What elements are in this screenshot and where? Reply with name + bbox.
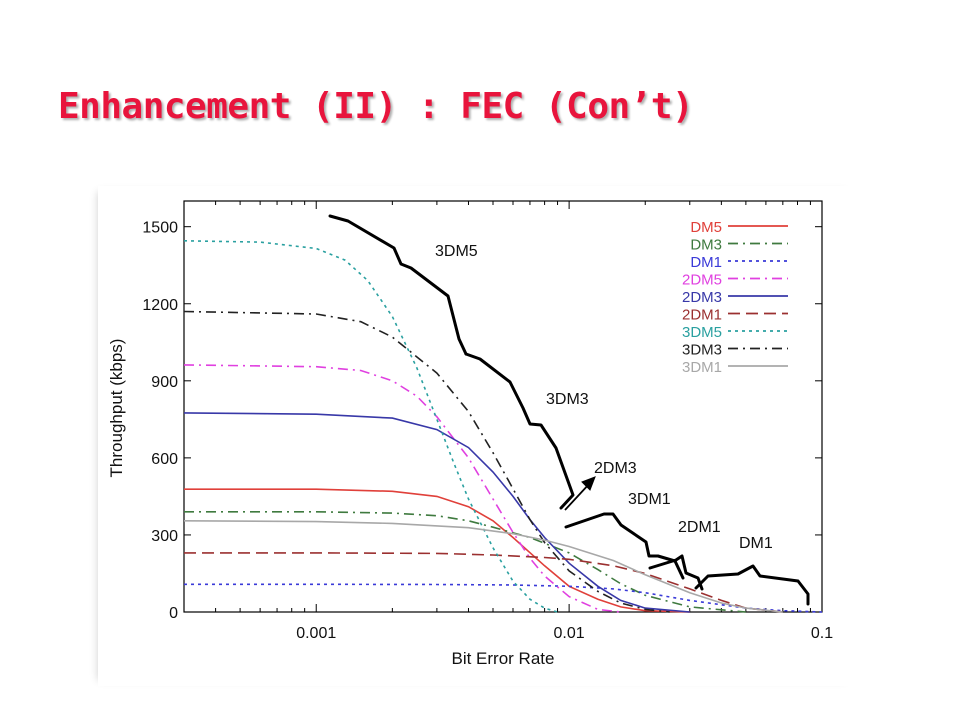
chart-container: 0 300 600 900 1200 1500 0.001 0.01 0.1 3DM5 3DM3… — [98, 186, 858, 686]
legend-label-2dm1: 2DM1 — [682, 307, 722, 324]
annotation-label-3dm5: 3DM5 — [435, 243, 478, 260]
x-tick-label: 0.01 — [554, 625, 585, 642]
series-line-dm3 — [184, 510, 746, 613]
x-tick-label: 0.001 — [296, 625, 336, 642]
annotation-label-3dm1: 3DM1 — [628, 491, 671, 508]
series-line-3dm5 — [183, 240, 558, 613]
x-axis-label: Bit Error Rate — [452, 649, 555, 668]
legend-label-2dm3: 2DM3 — [682, 289, 722, 306]
legend-label-3dm3: 3DM3 — [682, 342, 722, 359]
legend-label-dm3: DM3 — [690, 237, 722, 254]
series-line-dm5 — [184, 488, 690, 613]
y-tick-label: 1200 — [142, 297, 178, 314]
slide-title: Enhancement (II) : FEC (Con’t) — [58, 86, 694, 127]
annotation-brace-4 — [648, 554, 704, 591]
legend-label-dm1: DM1 — [690, 254, 722, 271]
legend-label-2dm5: 2DM5 — [682, 272, 722, 289]
annotation-arrowhead — [581, 476, 596, 491]
series-line-dm1 — [184, 583, 823, 613]
series-line-2dm5 — [183, 364, 621, 613]
annotation-brace-1 — [328, 214, 468, 356]
x-tick-label: 0.1 — [811, 625, 833, 642]
x-ticks: 0.001 0.01 0.1 — [183, 201, 833, 642]
plot-frame — [183, 200, 823, 613]
y-tick-label: 600 — [151, 451, 178, 468]
series-line-3dm1 — [183, 520, 783, 613]
series-line-2dm3 — [183, 412, 690, 613]
y-tick-label: 300 — [151, 528, 178, 545]
annotation-brace-5 — [694, 564, 810, 606]
annotation-arrow-line — [564, 482, 591, 511]
legend-label-dm5: DM5 — [690, 219, 722, 236]
annotation-brace-3 — [564, 512, 685, 580]
series-line-2dm1 — [184, 552, 783, 613]
annotation-brace-2 — [464, 352, 575, 510]
annotation-label-2dm1: 2DM1 — [678, 519, 721, 536]
annotation-label-3dm3: 3DM3 — [546, 391, 589, 408]
annotation-label-dm1: DM1 — [739, 535, 773, 552]
annotation-label-2dm3: 2DM3 — [594, 460, 637, 477]
y-tick-label: 1500 — [142, 220, 178, 237]
y-ticks: 0 300 600 900 1200 1500 — [142, 220, 822, 622]
legend-label-3dm5: 3DM5 — [682, 324, 722, 341]
y-tick-label: 0 — [169, 605, 178, 622]
y-axis-label: Throughput (kbps) — [107, 339, 126, 478]
series-lines — [183, 240, 823, 613]
legend-label-3dm1: 3DM1 — [682, 359, 722, 376]
y-tick-label: 900 — [151, 374, 178, 391]
